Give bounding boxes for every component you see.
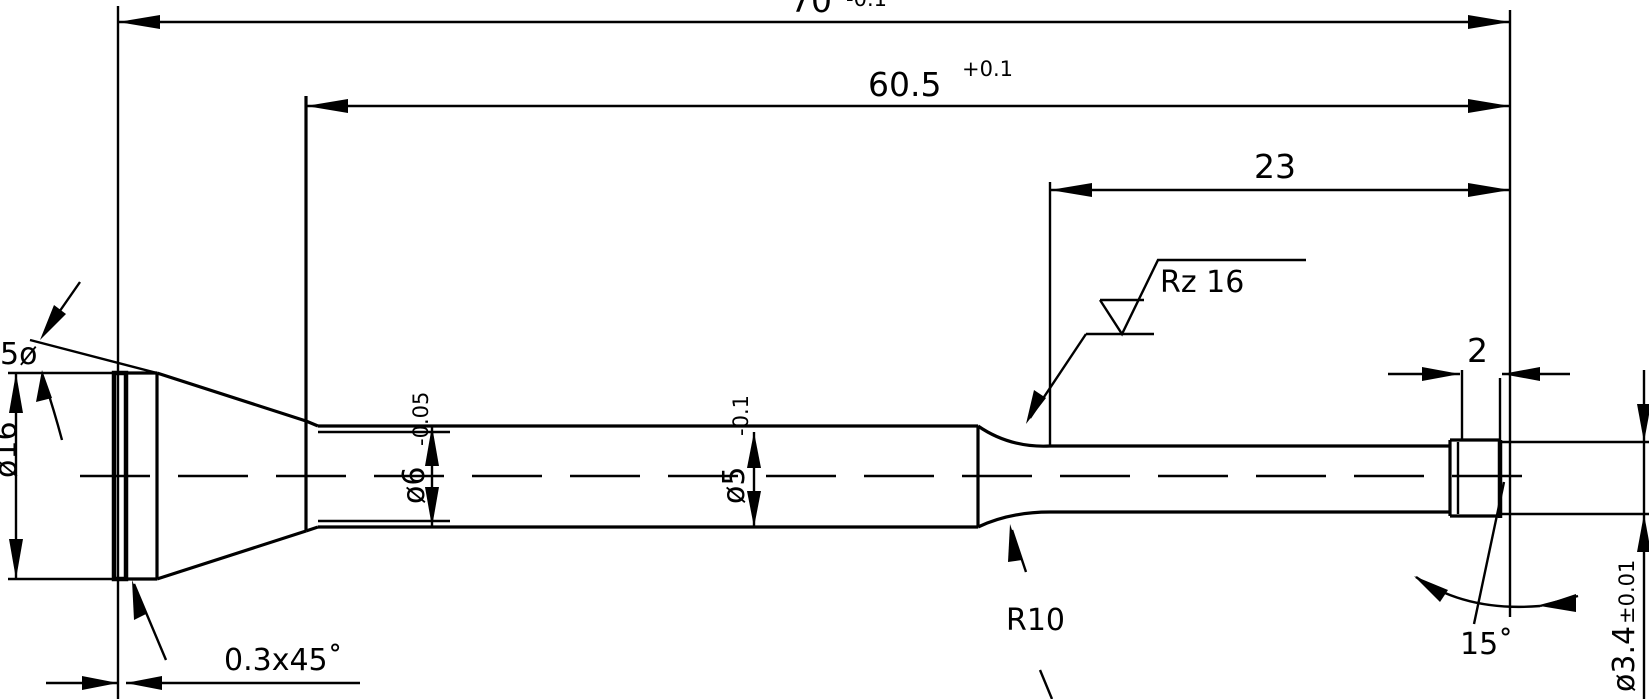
fillet-bottom: [977, 510, 1051, 529]
dim-head-angle: 5ø: [0, 281, 158, 441]
dim-chamfer: 0.3x45˚: [46, 580, 360, 690]
tip-diameter-value: ø3.4: [1607, 626, 1642, 692]
shank-bottom-edge: [305, 525, 319, 533]
dim-fillet-radius: R10: [1006, 524, 1065, 699]
head-diameter-value: ø16: [0, 421, 24, 478]
shank-top-edge: [305, 419, 319, 428]
fillet-top: [977, 424, 1051, 448]
mid-diameter-tol: -0.1: [729, 395, 753, 436]
chamfer-value: 0.3x45˚: [224, 643, 343, 678]
surface-finish-label: Rz 16: [1160, 265, 1244, 300]
dim-mid-diameter: ø5 -0.1: [717, 395, 761, 527]
cone-top-edge: [156, 371, 307, 423]
shank-diameter-tol: -0.05: [409, 392, 433, 446]
dim-tip-diameter: ø3.4 ±0.01: [1607, 370, 1649, 699]
dim-overall-length: 70 -0.1: [118, 0, 1510, 29]
shank-length-value: 60.5: [868, 65, 941, 104]
fillet-radius-value: R10: [1006, 603, 1065, 638]
dim-shank-length: 60.5 +0.1: [306, 57, 1510, 113]
shank-length-tol: +0.1: [962, 57, 1013, 81]
shank-diameter-value: ø6: [397, 467, 432, 504]
extension-lines: [8, 6, 1649, 699]
part-outline: [80, 96, 1540, 582]
head-angle-value: 5ø: [0, 337, 37, 372]
tip-diameter-tol: ±0.01: [1615, 560, 1639, 624]
surface-finish-symbol: Rz 16: [1026, 258, 1306, 424]
overall-length-value: 70: [790, 0, 832, 20]
dim-tip-angle: 15˚: [1414, 481, 1579, 662]
overall-length-tol: -0.1: [846, 0, 887, 11]
dim-head-diameter: ø16: [0, 373, 24, 579]
mid-diameter-value: ø5: [717, 467, 752, 504]
tip-length-value: 23: [1254, 147, 1296, 186]
groove-width-value: 2: [1467, 331, 1488, 370]
tip-angle-value: 15˚: [1460, 627, 1513, 662]
dim-groove-width: 2: [1388, 331, 1570, 381]
cone-bottom-edge: [156, 529, 307, 581]
dim-shank-diameter: ø6 -0.05: [397, 392, 439, 527]
dim-tip-length: 23: [1050, 147, 1510, 197]
